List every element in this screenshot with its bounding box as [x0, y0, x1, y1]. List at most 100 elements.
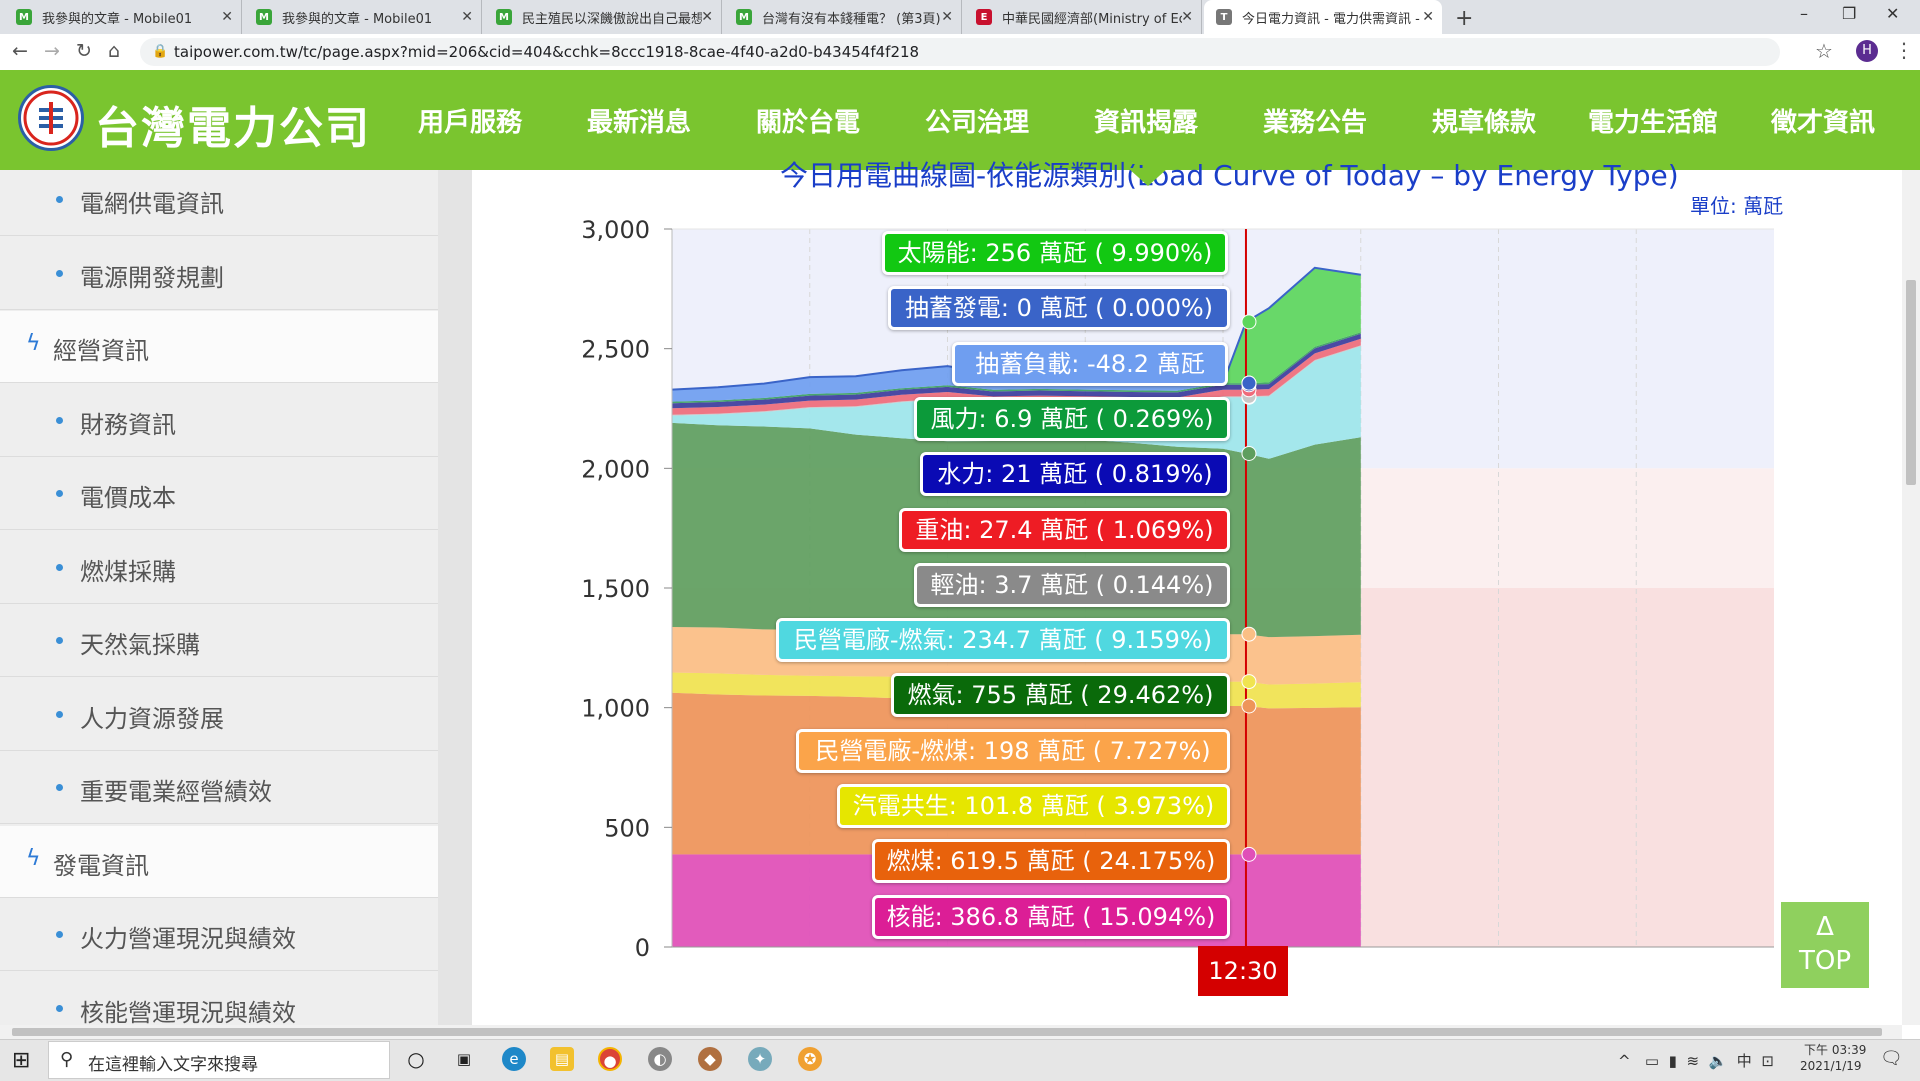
keyboard-icon[interactable]: ⊡	[1761, 1052, 1774, 1070]
profile-avatar[interactable]: H	[1856, 40, 1878, 62]
sidebar-item-label: 電網供電資訊	[80, 190, 224, 218]
browser-tab[interactable]: M 我參與的文章 - Mobile01 ✕	[244, 0, 482, 34]
top-button-label: TOP	[1798, 946, 1852, 976]
clock-time[interactable]: 下午 03:39	[1804, 1043, 1867, 1057]
nav-item[interactable]: 規章條款	[1432, 108, 1537, 138]
system-tray[interactable]: ^ ▭ ▮ ≋ 🔈 中 ⊡	[1618, 1050, 1774, 1071]
y-tick-label: 1,000	[581, 695, 650, 723]
ime-indicator[interactable]: 中	[1736, 1052, 1752, 1070]
lightning-icon: ϟ	[26, 845, 41, 871]
browser-tab[interactable]: M 民主殖民以深饑傲說出自己最想要 ✕	[484, 0, 722, 34]
sidebar-item-label: 重要電業經營績效	[80, 778, 272, 806]
tooltip-entry: 水力: 21 萬瓩 ( 0.819%)	[920, 452, 1230, 497]
app-icon-1[interactable]: ◐	[648, 1047, 672, 1071]
battery-icon[interactable]: ▮	[1668, 1052, 1677, 1070]
tab-close-icon[interactable]: ✕	[941, 9, 953, 25]
search-icon: ⚲	[60, 1049, 74, 1070]
nav-item[interactable]: 關於台電	[756, 108, 861, 138]
sidebar-item[interactable]: 重要電業經營績效	[0, 752, 438, 824]
x-tick-label: 15:00	[1326, 963, 1395, 965]
nav-active-caret	[1128, 168, 1168, 186]
sidebar-item-label: 經營資訊	[53, 337, 149, 365]
nav-item[interactable]: 公司治理	[925, 108, 1030, 138]
tab-favicon-icon: T	[1216, 9, 1232, 25]
restore-button[interactable]: ❐	[1842, 4, 1857, 23]
notification-icon[interactable]: 🗨	[1880, 1048, 1903, 1069]
nav-item[interactable]: 最新消息	[587, 108, 692, 138]
tray-chevron-icon[interactable]: ^	[1618, 1052, 1631, 1070]
clock-date[interactable]: 2021/1/19	[1800, 1059, 1862, 1073]
tab-close-icon[interactable]: ✕	[221, 9, 233, 25]
sidebar-item[interactable]: 電網供電資訊	[0, 164, 438, 236]
network-icon[interactable]: ▭	[1644, 1052, 1660, 1070]
reload-icon[interactable]: ↻	[76, 40, 92, 62]
nav-item[interactable]: 電力生活館	[1588, 108, 1719, 138]
x-tick-label: 06:00	[913, 963, 982, 965]
taipower-logo-icon[interactable]	[18, 85, 84, 151]
tooltip-entry: 輕油: 3.7 萬瓩 ( 0.144%)	[914, 562, 1230, 607]
bullet-icon	[56, 490, 63, 497]
sidebar-item-label: 燃煤採購	[80, 557, 176, 586]
cortana-icon[interactable]: ○	[407, 1047, 425, 1071]
browser-tab[interactable]: M 我參與的文章 - Mobile01 ✕	[4, 0, 242, 34]
file-explorer-icon[interactable]: ▤	[550, 1047, 574, 1071]
sidebar-item[interactable]: 燃煤採購	[0, 532, 438, 604]
wifi-icon[interactable]: ≋	[1686, 1052, 1700, 1070]
vertical-scroll-thumb[interactable]	[1906, 280, 1916, 485]
browser-menu-icon[interactable]: ⋮	[1894, 38, 1914, 62]
tab-close-icon[interactable]: ✕	[1181, 9, 1193, 25]
task-view-icon[interactable]: ▣	[456, 1050, 472, 1068]
volume-icon[interactable]: 🔈	[1708, 1052, 1728, 1070]
sidebar-item-label: 人力資源發展	[80, 704, 224, 733]
bookmark-star-icon[interactable]: ☆	[1815, 39, 1833, 63]
sidebar-item-label: 發電資訊	[53, 851, 149, 880]
browser-tab[interactable]: M 台灣有沒有本錢種電？ (第3頁) - ✕	[724, 0, 962, 34]
back-to-top-button[interactable]: Δ TOP	[1781, 902, 1869, 988]
address-bar[interactable]	[140, 38, 1780, 66]
url-text[interactable]: taipower.com.tw/tc/page.aspx?mid=206&cid…	[174, 43, 920, 61]
app-icon-4[interactable]: ✪	[798, 1047, 822, 1071]
area-series	[672, 333, 1361, 409]
app-icon-3[interactable]: ✦	[748, 1047, 772, 1071]
forward-icon[interactable]: →	[44, 40, 60, 62]
home-icon[interactable]: ⌂	[108, 40, 121, 62]
browser-tab[interactable]: E 中華民國經濟部(Ministry of Eco ✕	[964, 0, 1202, 34]
close-window-button[interactable]: ✕	[1886, 4, 1900, 23]
sidebar-item[interactable]: 火力營運現況與績效	[0, 899, 438, 971]
y-tick-label: 0	[635, 934, 650, 962]
back-icon[interactable]: ←	[12, 40, 28, 62]
sidebar-item[interactable]: 人力資源發展	[0, 679, 438, 751]
sidebar-section[interactable]: ϟ 經營資訊	[0, 311, 438, 383]
minimize-button[interactable]: –	[1800, 4, 1808, 23]
tab-favicon-icon: M	[736, 9, 752, 25]
edge-browser-icon[interactable]: e	[502, 1047, 526, 1071]
nav-item[interactable]: 資訊揭露	[1094, 108, 1199, 138]
sidebar-item-label: 天然氣採購	[80, 631, 200, 659]
horizontal-scroll-thumb[interactable]	[12, 1028, 1882, 1036]
tab-favicon-icon: M	[16, 9, 32, 25]
nav-item[interactable]: 徵才資訊	[1771, 108, 1876, 138]
site-logo-text[interactable]: 台灣電力公司	[95, 103, 371, 154]
nav-item[interactable]: 業務公告	[1263, 108, 1368, 138]
cursor-marker	[1241, 626, 1257, 642]
sidebar-section[interactable]: ϟ 發電資訊	[0, 825, 438, 898]
browser-tab[interactable]: T 今日電力資訊 - 電力供需資訊 - 9 ✕	[1204, 0, 1442, 34]
sidebar-item-label: 電價成本	[80, 484, 176, 512]
sidebar-item[interactable]: 電源開發規劃	[0, 238, 438, 310]
taskbar-search-box[interactable]	[48, 1041, 390, 1079]
tab-close-icon[interactable]: ✕	[701, 9, 713, 25]
sidebar-item[interactable]: 電價成本	[0, 458, 438, 530]
tab-close-icon[interactable]: ✕	[1422, 9, 1434, 25]
new-tab-button[interactable]: +	[1455, 6, 1474, 31]
sidebar-item[interactable]: 財務資訊	[0, 385, 438, 457]
sidebar-item[interactable]: 天然氣採購	[0, 605, 438, 677]
lock-icon[interactable]: 🔒	[152, 44, 169, 59]
windows-start-icon[interactable]: ⊞	[12, 1048, 31, 1073]
chrome-icon[interactable]: ●	[598, 1047, 622, 1071]
tab-close-icon[interactable]: ✕	[461, 9, 473, 25]
app-icon-2[interactable]: ◆	[698, 1047, 722, 1071]
bullet-icon	[56, 784, 63, 791]
bullet-icon	[56, 563, 63, 571]
sidebar-item-label: 火力營運現況與績效	[80, 925, 296, 953]
nav-item[interactable]: 用戶服務	[418, 108, 523, 138]
